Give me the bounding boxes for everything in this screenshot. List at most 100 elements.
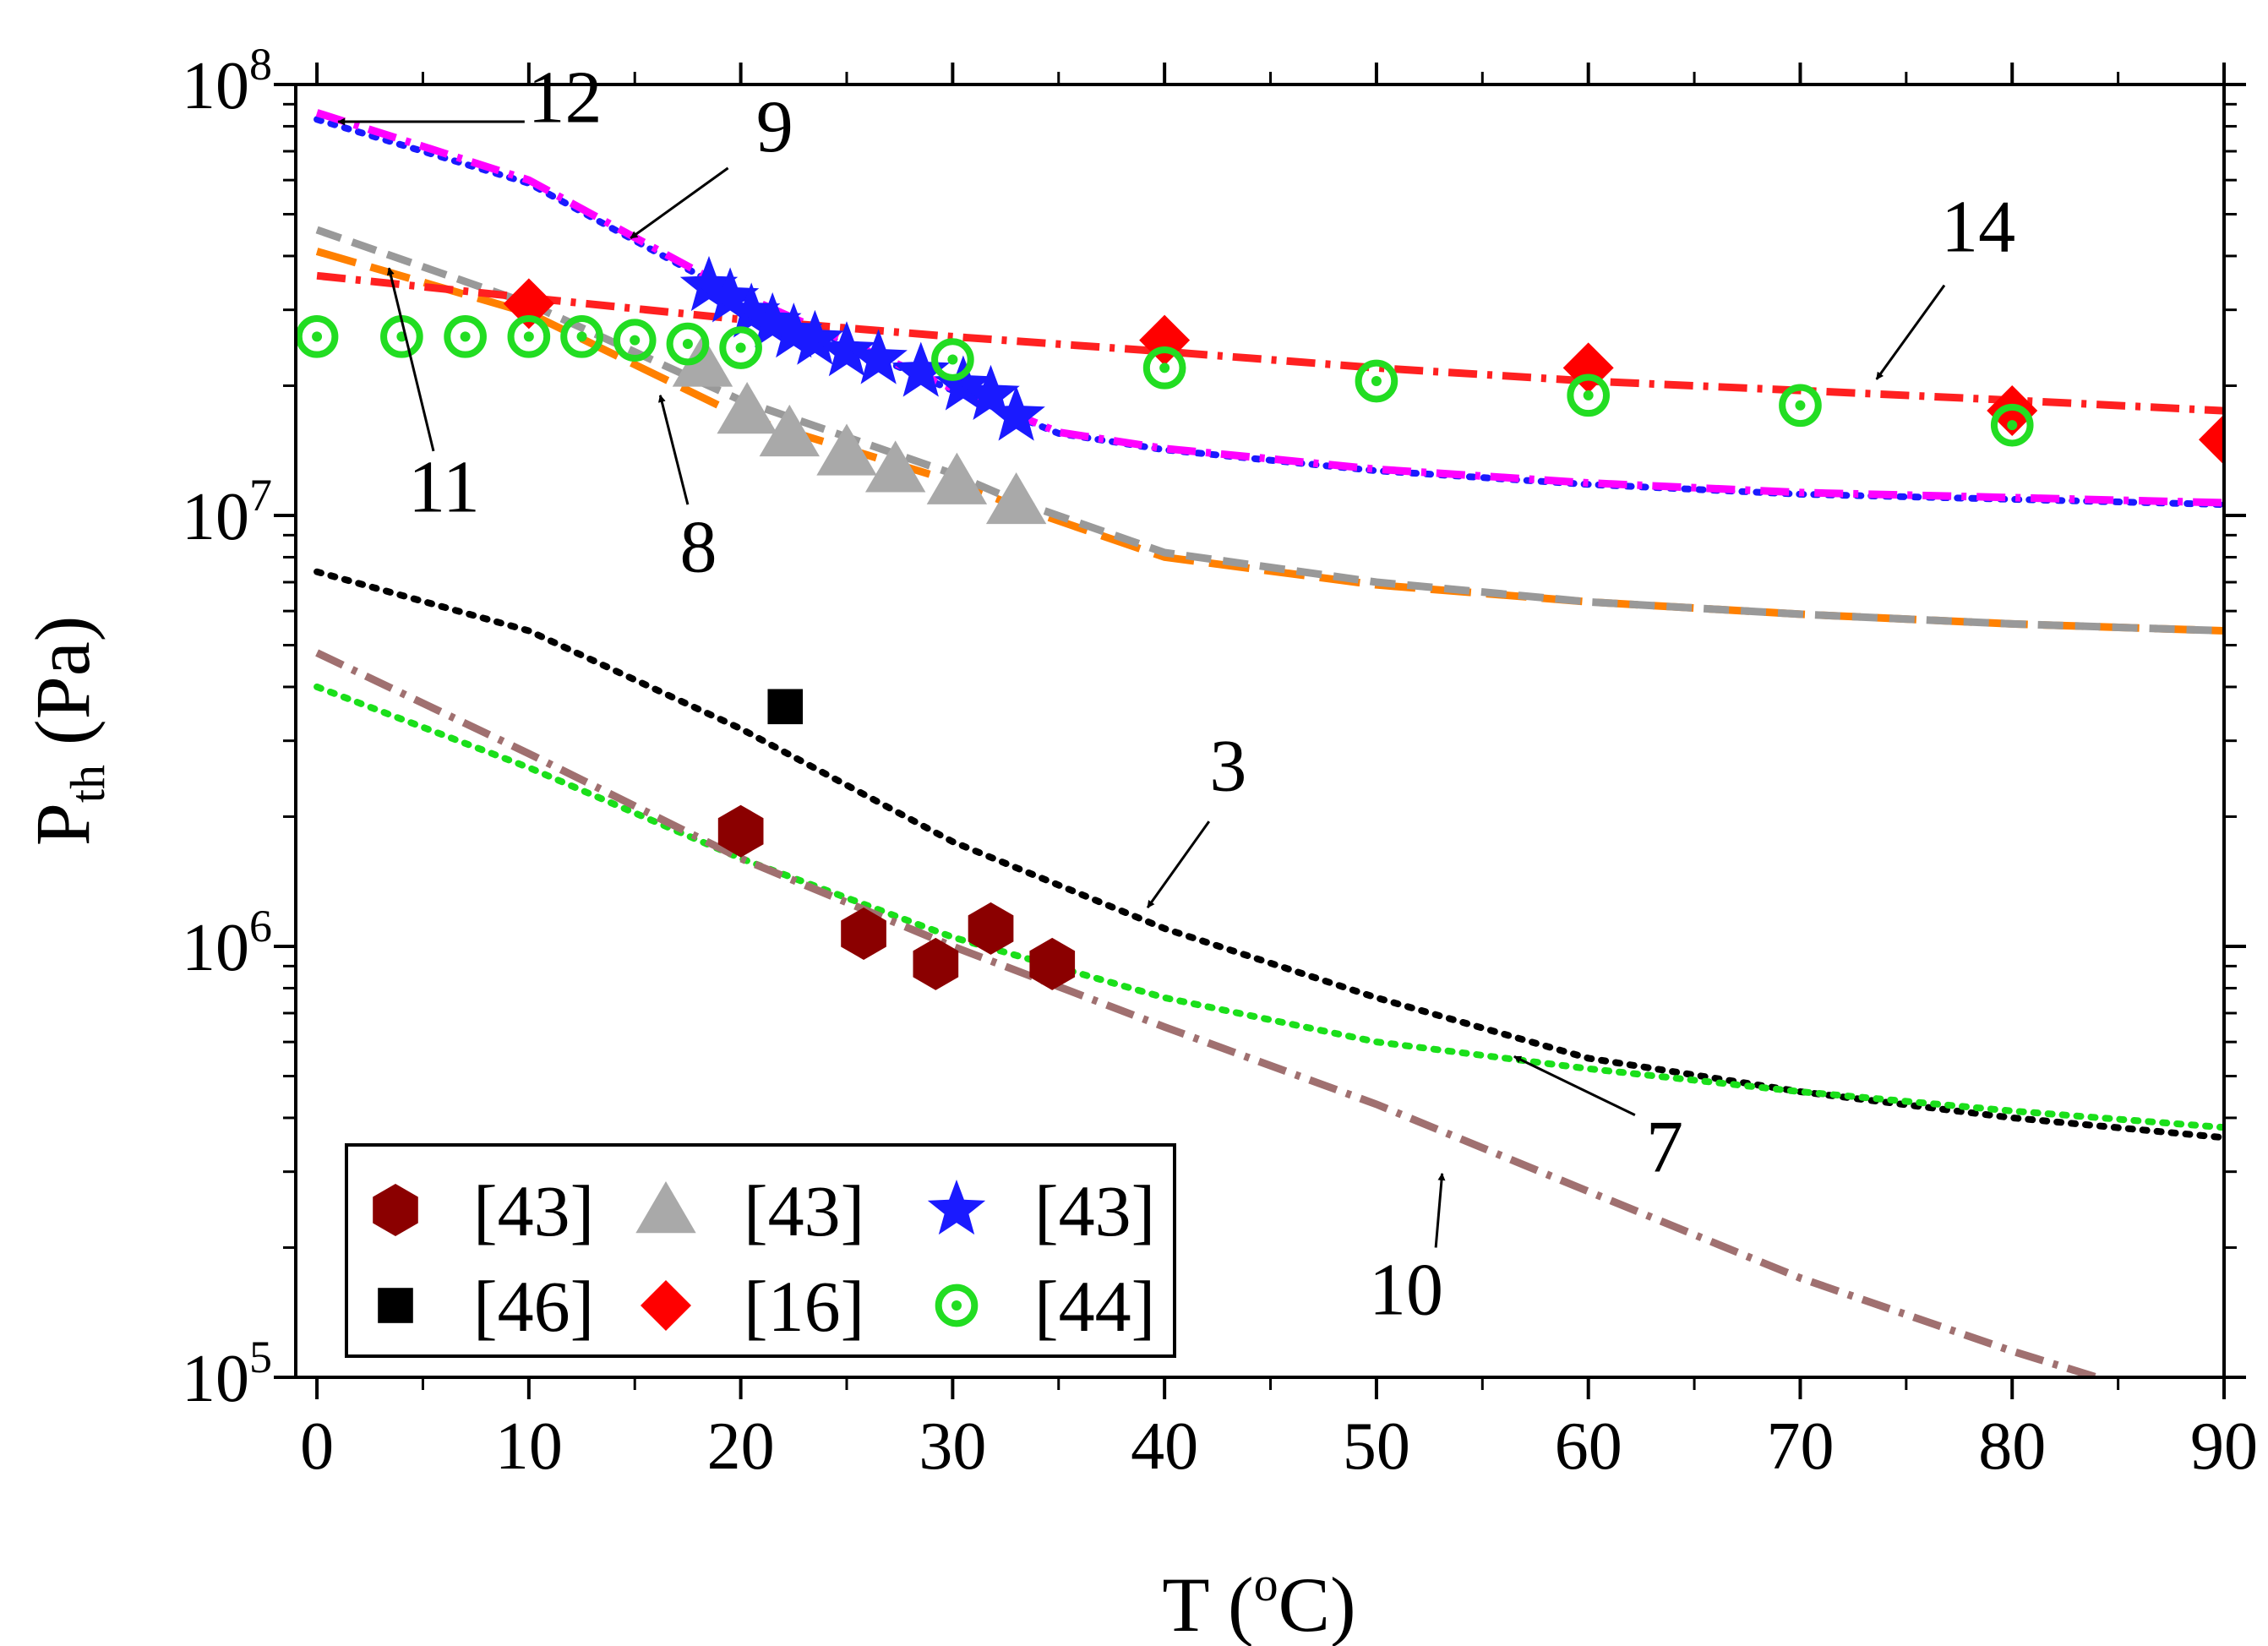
- star-point: [701, 267, 760, 323]
- bullseye-point-dot: [947, 354, 958, 365]
- triangle-point: [985, 471, 1047, 525]
- bullseye-point: [444, 315, 487, 358]
- annotation-arrow-3: [1146, 820, 1211, 909]
- x-tick-label: 80: [1978, 1409, 2046, 1484]
- curve-8: [315, 248, 2224, 635]
- triangle-point: [864, 440, 926, 493]
- annotation-label-3: 3: [1209, 726, 1246, 808]
- bullseye-point: [666, 322, 710, 366]
- annotation-arrow-11: [386, 267, 435, 452]
- y-tick-label: 106: [182, 901, 272, 985]
- bullseye-point-ring: [931, 338, 974, 381]
- star-point: [722, 282, 781, 338]
- star-point: [962, 364, 1020, 420]
- bullseye-point-dot: [523, 331, 534, 342]
- legend-item: [16]: [641, 1266, 864, 1347]
- axis-ticks: [274, 63, 2246, 1399]
- bullseye-point-ring: [1142, 346, 1186, 390]
- curve-10: [315, 649, 2098, 1377]
- legend-bullseye-swatch-ring: [935, 1284, 979, 1327]
- triangle-point: [717, 382, 777, 434]
- bullseye-point: [560, 315, 603, 358]
- legend-label: [16]: [744, 1266, 864, 1347]
- star-point: [891, 341, 950, 397]
- legend-diamond-swatch: [641, 1280, 691, 1331]
- annotation-label-12: 12: [527, 57, 602, 139]
- annotation-label-9: 9: [756, 86, 793, 168]
- bullseye-point-dot: [1371, 376, 1382, 387]
- curve-7: [313, 683, 2224, 1131]
- bullseye-point-ring: [719, 326, 762, 369]
- bullseye-point-ring: [1779, 384, 1822, 428]
- star-point: [987, 385, 1045, 441]
- diamond-point: [2199, 414, 2224, 466]
- hexagon-point: [841, 907, 886, 960]
- triangle-point: [759, 404, 820, 457]
- legend-square-swatch: [378, 1288, 413, 1323]
- bullseye-point-dot: [576, 331, 587, 342]
- bullseye-point: [1142, 346, 1186, 390]
- legend-hexagon-swatch: [373, 1184, 418, 1236]
- diamond-point: [1987, 385, 2038, 437]
- legend-star-swatch: [927, 1180, 986, 1235]
- bullseye-point-dot: [2007, 420, 2018, 431]
- x-tick-label: 90: [2190, 1409, 2258, 1484]
- star-point: [817, 321, 876, 377]
- model-curves: [313, 109, 2224, 1377]
- bullseye-point: [1355, 359, 1398, 403]
- bullseye-point: [296, 315, 339, 358]
- x-tick-label: 0: [300, 1409, 334, 1484]
- legend-bullseye-swatch: [935, 1284, 979, 1327]
- annotation-arrow-14: [1875, 284, 1946, 380]
- x-tick-label: 50: [1343, 1409, 1410, 1484]
- legend-item: [44]: [935, 1266, 1155, 1347]
- hexagon-point: [1029, 937, 1076, 990]
- bullseye-point-ring: [1990, 403, 2034, 447]
- annotation-arrow-10: [1434, 1172, 1446, 1248]
- y-axis-title: Pth (Pa): [19, 616, 115, 847]
- annotation-arrow-7: [1513, 1055, 1636, 1117]
- curve-annotations: 12 9 14 11 8 3 7 10: [337, 57, 2015, 1331]
- bullseye-point-ring: [1355, 359, 1398, 403]
- x-tick-labels: 0 10 20 30 40 50 60 70 80 90: [300, 1409, 2258, 1484]
- y-tick-label: 105: [182, 1332, 272, 1416]
- y-tick-label: 107: [182, 470, 272, 554]
- star-point: [679, 255, 739, 312]
- bullseye-point-dot: [460, 331, 471, 342]
- bullseye-point: [931, 338, 974, 381]
- annotation-label-14: 14: [1941, 186, 2015, 268]
- x-axis-title: T (oC): [1162, 1556, 1355, 1646]
- bullseye-point-ring: [444, 315, 487, 358]
- hexagon-point: [913, 937, 959, 990]
- bullseye-point-dot: [1159, 362, 1170, 373]
- star-point: [786, 309, 844, 365]
- bullseye-point-dot: [312, 331, 323, 342]
- legend-label: [43]: [473, 1170, 594, 1251]
- bullseye-point-ring: [560, 315, 603, 358]
- bullseye-point: [1567, 373, 1611, 417]
- bullseye-point-dot: [1795, 400, 1806, 411]
- bullseye-point: [613, 319, 657, 362]
- x-tick-label: 10: [495, 1409, 563, 1484]
- series-star: [679, 255, 1045, 441]
- hexagon-point: [717, 804, 764, 858]
- curve-14: [316, 271, 2224, 415]
- star-point: [849, 329, 908, 384]
- legend-box: [345, 1143, 1176, 1358]
- curve-11: [315, 226, 2224, 635]
- legend-item: [46]: [378, 1266, 594, 1347]
- bullseye-point: [1779, 384, 1822, 428]
- annotation-label-10: 10: [1369, 1249, 1443, 1331]
- star-point: [744, 292, 802, 348]
- x-tick-label: 70: [1766, 1409, 1834, 1484]
- plot-frame: [294, 83, 2226, 1379]
- bullseye-point-ring: [507, 315, 551, 358]
- series-hexagon: [717, 804, 1076, 990]
- bullseye-point-dot: [630, 335, 641, 346]
- diamond-point: [503, 278, 554, 330]
- legend: [43] [43] [43] [46] [16] [44]: [345, 1143, 1176, 1358]
- triangle-point: [926, 452, 988, 504]
- bullseye-point-dot: [1583, 390, 1594, 401]
- y-tick-label: 108: [182, 39, 272, 123]
